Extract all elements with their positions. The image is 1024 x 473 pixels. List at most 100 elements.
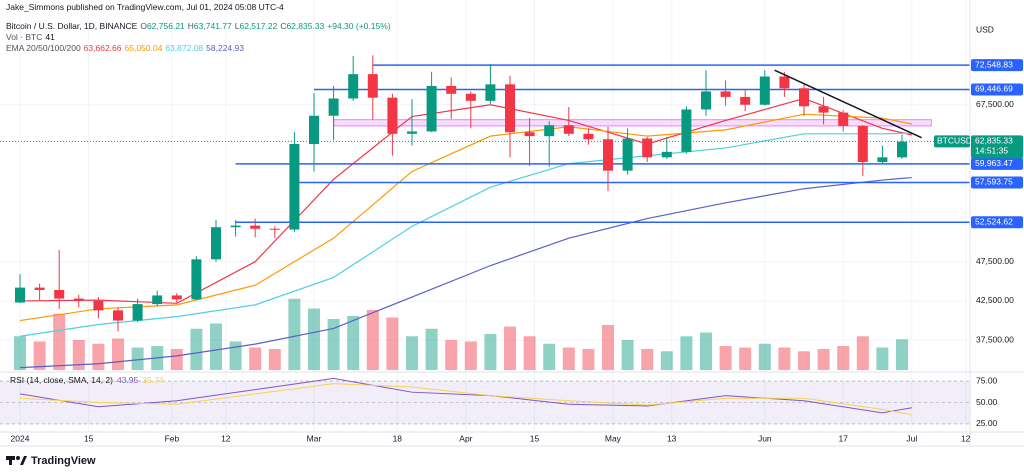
candle-body [661,151,672,158]
candle-body [857,125,868,163]
volume-bar [523,336,536,370]
rsi-value: 35.74 [142,375,164,385]
rsi-title: RSI (14, close, SMA, 14, 2) [10,375,113,385]
candle-body [485,84,496,101]
ohlc-value: 62,835.33 [286,21,325,31]
candle-body [171,295,182,300]
volume-bar [856,336,869,370]
logo-stem [9,456,12,465]
ohlc-key: O [140,21,147,31]
logo [6,456,27,465]
volume-bar [33,341,46,370]
y-tick-label: 42,500.00 [976,295,1014,305]
candle-body [779,76,790,89]
candle-body [328,98,339,116]
candle-body [897,141,907,158]
spacer [6,13,394,21]
x-tick-label: May [605,433,622,443]
volume-label: Vol · BTC [6,32,43,42]
candle-body [524,132,535,137]
volume-bar [347,316,360,370]
volume-bar [660,351,673,370]
footer-brand: TradingView [31,455,96,467]
volume-bar [14,336,26,370]
candle-body [348,74,359,99]
volume-bar [719,346,732,370]
volume-bar [602,325,614,370]
x-tick-label: 17 [838,433,848,443]
countdown: 14:51:35 [975,146,1008,156]
volume-bar [210,323,222,370]
ema-value: 63,662.66 [83,43,122,53]
rsi-tick-label: 50.00 [976,397,998,407]
volume-bar [817,349,830,370]
volume-bar [484,334,497,370]
symbol-title: Bitcoin / U.S. Dollar, 1D, BINANCE [6,21,138,31]
volume-bar [543,343,556,370]
x-tick-label: Jun [758,433,772,443]
volume-bar [229,341,242,370]
volume-bar [778,347,791,370]
volume-bar [249,347,262,370]
ema-value: 58,224.93 [206,43,244,53]
level-label-box [971,59,1023,72]
candle-body [15,287,25,303]
volume-bar [92,343,105,370]
grid [0,0,970,432]
y-tick-label: 37,500.00 [976,334,1014,344]
level-label-box [971,83,1023,96]
volume-bar [190,328,203,370]
x-tick-label: 13 [667,433,677,443]
volume-bar [562,347,575,370]
x-tick-label: 15 [84,433,94,443]
logo-dot [16,456,20,460]
volume-bar [308,308,320,370]
publisher: Jake_Simmons published on TradingView.co… [6,2,284,12]
candle-body [740,96,751,105]
candle-body [73,298,84,301]
candle-body [446,85,457,94]
volume-bar [268,349,281,370]
candle-body [93,300,104,311]
candle-body [269,228,280,230]
symbol-box [934,135,970,148]
volume-bar [837,346,850,370]
symbol-label: BTCUSD [937,136,972,146]
level-label-box [971,216,1023,229]
rsi-band [0,381,970,424]
level-label: 69,446.69 [975,84,1013,94]
candle-body [642,138,653,158]
candle-body [54,289,65,299]
candle-body [367,74,378,98]
candle-body [426,85,437,132]
symbol-row: Bitcoin / U.S. Dollar, 1D, BINANCE O62,75… [6,21,394,32]
candle-body [583,133,594,140]
y-tick-label: 47,500.00 [976,256,1014,266]
x-tick-label: Apr [459,433,472,443]
candle-body [701,91,711,110]
level-label: 52,524.62 [975,217,1013,227]
x-tick-label: 15 [530,433,540,443]
volume-bar [582,349,595,370]
level-label-box [971,176,1023,189]
candle-body [465,93,476,101]
candle-body [505,84,515,133]
volume-bar [53,313,66,370]
volume-bar [876,347,889,370]
ema-label: EMA 20/50/100/200 [6,43,81,53]
candle-body [818,106,829,113]
ohlc-key: L [234,21,240,31]
candle-body [407,131,417,134]
volume-bar [406,336,418,370]
volume-bar [112,338,124,370]
header: Jake_Simmons published on TradingView.co… [6,2,394,54]
volume-bar [72,340,85,370]
candle-body [622,138,633,171]
last-price-box [971,135,1023,159]
candle-body [309,115,319,144]
candle-body [34,287,45,290]
volume-layer [14,298,908,370]
volume-bar [641,349,654,370]
x-tick-label: 12 [221,433,231,443]
volume-bar [896,339,908,370]
